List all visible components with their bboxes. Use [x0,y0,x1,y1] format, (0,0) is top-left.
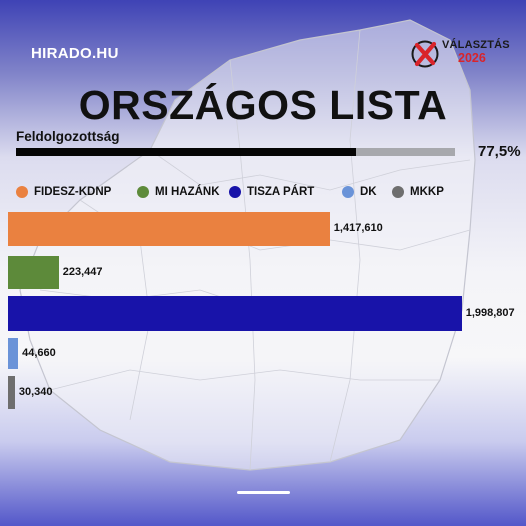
bar-value-label: 1,998,807 [465,306,515,319]
progress-fill [16,148,357,156]
progress-value: 77,5% [478,143,521,160]
legend-swatch [342,186,354,198]
progress-track [16,148,455,156]
bar [8,376,15,409]
home-indicator [237,491,290,494]
bar-value-label: 30,340 [18,385,53,398]
legend-label: MKKP [410,186,444,198]
election-logo: VÁLASZTÁS 2026 [410,36,520,72]
bar [8,338,19,369]
legend-swatch [16,186,28,198]
bar [8,296,462,331]
brand-logo: HIRADO.HU [31,45,119,62]
bar [8,212,330,246]
legend-swatch [229,186,241,198]
legend-label: DK [360,186,377,198]
bar-value-label: 44,660 [22,346,56,359]
legend-label: TISZA PÁRT [247,186,315,198]
bar-value-label: 223,447 [62,265,103,278]
x-ballot-icon [411,40,439,68]
legend-swatch [392,186,404,198]
chart-title: ORSZÁGOS LISTA [78,82,448,128]
legend-label: MI HAZÁNK [155,186,220,198]
election-logo-word: VÁLASZTÁS [442,39,510,51]
bar [8,256,59,289]
bar-value-label: 1,417,610 [333,222,383,234]
election-logo-year: 2026 [458,51,486,65]
progress-label: Feldolgozottság [16,129,120,144]
legend-label: FIDESZ-KDNP [34,186,112,198]
legend-swatch [137,186,149,198]
